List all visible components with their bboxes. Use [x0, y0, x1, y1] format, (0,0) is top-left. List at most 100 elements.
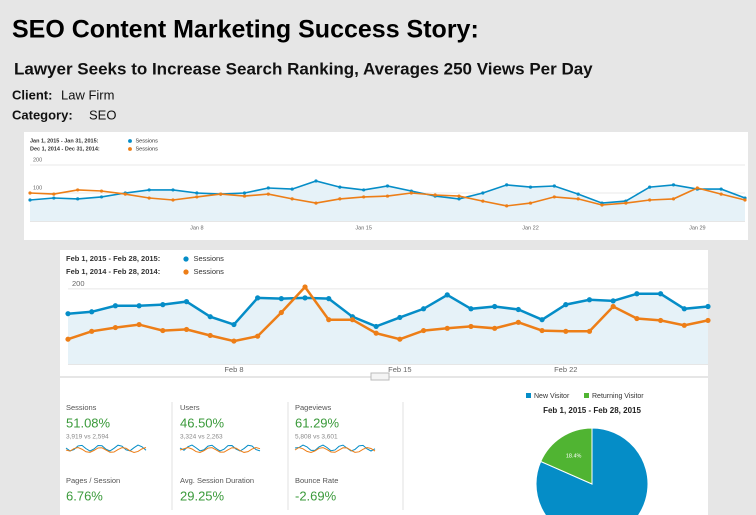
series-line — [67, 285, 709, 343]
data-point — [349, 317, 356, 323]
sparkline — [179, 446, 261, 453]
data-point — [743, 198, 747, 202]
metric-detail: 3,324 vs 2,263 — [180, 434, 223, 441]
series-area — [30, 181, 745, 221]
data-point — [76, 197, 80, 201]
metric-change: 29.25% — [180, 488, 225, 503]
series-line — [67, 292, 709, 328]
data-point — [586, 297, 593, 303]
data-point — [705, 317, 711, 324]
data-point — [705, 303, 711, 310]
sparkline — [65, 447, 147, 453]
title: SEO Content Marketing Success Story: — [12, 16, 479, 44]
data-point — [648, 185, 652, 189]
data-point — [76, 188, 80, 192]
data-point — [468, 323, 474, 330]
data-point — [255, 295, 261, 301]
data-point — [231, 338, 237, 344]
data-point — [719, 187, 723, 191]
x-tick-label: Jan 22 — [522, 225, 539, 231]
x-tick-label: Feb 15 — [388, 365, 411, 374]
legend-period: Feb 1, 2014 - Feb 28, 2014: — [66, 267, 160, 276]
data-point — [231, 321, 237, 328]
data-point — [657, 317, 664, 324]
data-point — [302, 295, 308, 301]
data-point — [278, 309, 284, 316]
metric-change: 6.76% — [66, 488, 103, 503]
legend-period: Feb 1, 2015 - Feb 28, 2015: — [66, 254, 160, 263]
legend-swatch — [128, 147, 132, 151]
data-point — [266, 186, 270, 190]
legend-label: Sessions — [194, 267, 225, 276]
data-point — [255, 333, 261, 339]
data-point — [326, 296, 332, 302]
data-point — [492, 303, 498, 310]
data-point — [52, 192, 56, 196]
data-point — [420, 306, 427, 312]
data-point — [183, 326, 190, 333]
data-point — [147, 196, 151, 200]
legend-label: Sessions — [136, 146, 159, 152]
data-point — [634, 315, 640, 322]
data-point — [515, 306, 521, 313]
sparkline — [294, 446, 376, 454]
data-point — [457, 197, 461, 201]
metric-label: Users — [180, 403, 200, 412]
data-point — [160, 302, 166, 308]
data-point — [195, 191, 199, 195]
y-tick-label: 100 — [33, 185, 42, 191]
data-point — [409, 191, 413, 195]
data-point — [266, 192, 270, 196]
y-tick-label: 200 — [33, 157, 42, 163]
data-point — [681, 322, 687, 328]
data-point — [624, 201, 628, 205]
metric-label: Pageviews — [295, 403, 332, 412]
legend-swatch — [183, 269, 189, 275]
client-label: Client: — [12, 87, 52, 102]
data-point — [136, 321, 142, 328]
data-point — [648, 198, 652, 202]
series-area — [68, 293, 708, 364]
category: SEO — [89, 107, 116, 122]
data-point — [397, 314, 403, 321]
data-point — [505, 183, 509, 187]
data-point — [505, 204, 509, 208]
data-point — [112, 303, 119, 309]
data-point — [171, 198, 175, 202]
data-point — [290, 187, 294, 191]
data-point — [444, 292, 450, 298]
data-point — [563, 302, 569, 308]
data-point — [719, 192, 723, 196]
data-point — [338, 185, 342, 189]
data-point — [89, 328, 95, 334]
data-point — [385, 194, 390, 198]
data-point — [52, 196, 56, 200]
data-point — [195, 195, 199, 199]
data-point — [515, 319, 521, 325]
data-point — [28, 198, 32, 202]
data-point — [681, 306, 687, 312]
pie-title: Feb 1, 2015 - Feb 28, 2015 — [543, 406, 641, 415]
data-point — [671, 183, 676, 187]
toggle-button[interactable] — [370, 372, 390, 381]
data-point — [302, 284, 308, 290]
metric-detail: 5,808 vs 3,601 — [295, 434, 338, 441]
x-tick-label: Jan 8 — [190, 225, 203, 231]
data-point — [586, 328, 593, 334]
legend-swatch — [526, 393, 531, 398]
data-point — [539, 327, 545, 334]
data-point — [207, 332, 213, 339]
data-point — [242, 191, 247, 195]
metric-change: 46.50% — [180, 415, 225, 430]
data-point — [457, 194, 461, 198]
metric-label: Avg. Session Duration — [180, 476, 254, 485]
data-point — [136, 303, 142, 309]
data-point — [207, 314, 213, 320]
metric-label: Bounce Rate — [295, 476, 338, 485]
data-point — [65, 311, 71, 317]
data-point — [147, 188, 151, 192]
data-point — [695, 186, 699, 190]
legend-label: New Visitor — [534, 393, 570, 400]
y-tick-label: 200 — [72, 279, 85, 288]
